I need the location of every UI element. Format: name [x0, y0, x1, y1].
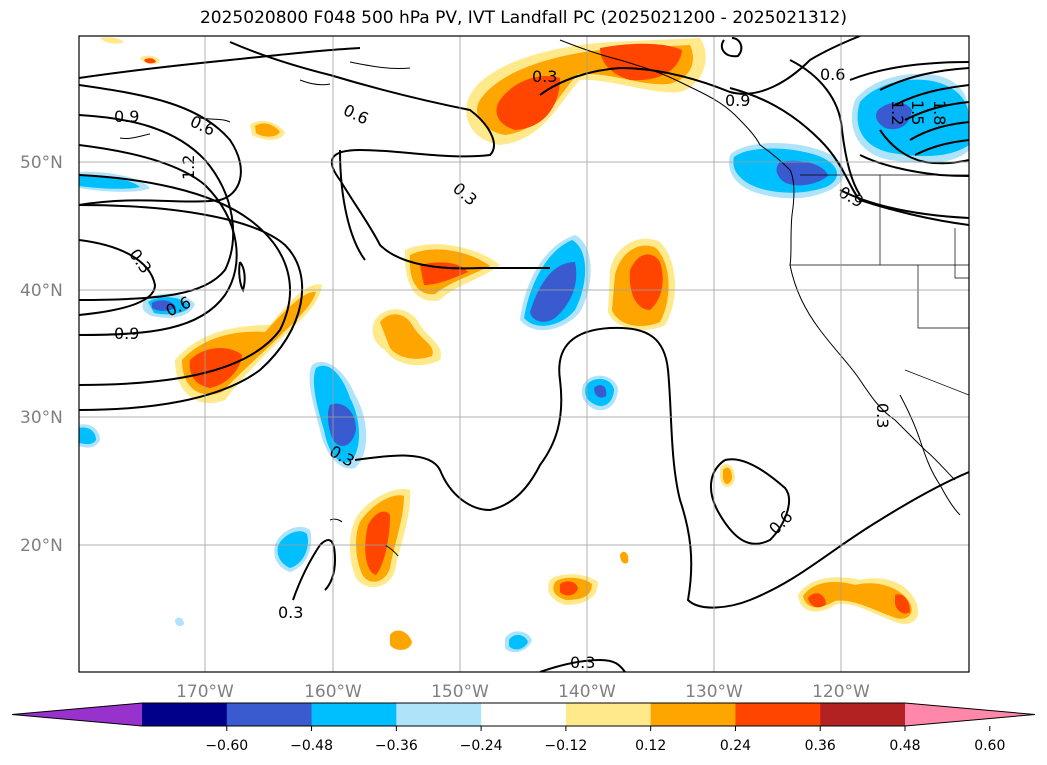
contour-label: 0.3: [532, 67, 557, 86]
lat-label-20n: 20°N: [20, 536, 63, 556]
colorbar-segment: [226, 703, 313, 726]
map-frame: [78, 35, 970, 673]
political-boundaries: [790, 174, 969, 396]
colorbar-segment: [142, 703, 228, 726]
colorbar-extend-max: [905, 703, 1035, 726]
contour-label: 0.3: [570, 653, 595, 672]
lon-label-140w: 140°W: [558, 682, 616, 702]
contour-label: 1.5: [908, 100, 927, 125]
colorbar-tick-label: 0.36: [805, 738, 836, 754]
contour-label: 0.3: [278, 603, 303, 622]
lon-label-130w: 130°W: [685, 682, 743, 702]
colorbar-tick-label: −0.36: [375, 738, 418, 754]
colorbar-segment: [565, 703, 652, 726]
colorbar-segment: [396, 703, 482, 726]
contour-label: 0.9: [725, 91, 750, 110]
colorbar-segment: [481, 703, 567, 726]
lon-label-160w: 160°W: [304, 682, 362, 702]
map-title: 2025020800 F048 500 hPa PV, IVT Landfall…: [199, 8, 847, 28]
colorbar-tick-label: −0.12: [544, 738, 587, 754]
colorbar-segment: [820, 703, 906, 726]
colorbar-extend-min: [12, 703, 142, 726]
colorbar-tick-label: −0.24: [460, 738, 503, 754]
contour-label: 0.9: [114, 324, 139, 343]
contour-label: 1.2: [179, 155, 198, 180]
colorbar-tick-label: −0.60: [205, 738, 248, 754]
lat-label-30n: 30°N: [20, 408, 63, 428]
colorbar-tick-label: 0.48: [889, 738, 920, 754]
colorbar: −0.60 −0.48 −0.36 −0.24 −0.12 0.12 0.24 0.36 0.4…: [11, 702, 1036, 754]
shading-positive: [100, 37, 919, 650]
colorbar-segment: [650, 703, 736, 726]
lat-label-40n: 40°N: [20, 281, 63, 301]
lon-label-170w: 170°W: [176, 682, 234, 702]
contour-label: 0.9: [114, 107, 139, 126]
contour-label: 1.2: [888, 100, 907, 125]
contour-lines: [79, 36, 969, 672]
map-layers: 0.9 0.6 1.2 0.3 0.6 0.9 0.6 0.3 0.3 0.9 …: [79, 36, 969, 672]
colorbar-segment: [311, 703, 397, 726]
lat-label-50n: 50°N: [20, 153, 63, 173]
shading-negative: [79, 73, 969, 653]
contour-label: 0.3: [873, 403, 892, 428]
colorbar-outline: [11, 702, 1036, 727]
gridlines: [79, 36, 969, 672]
colorbar-tick-label: 0.60: [974, 738, 1005, 754]
colorbar-tick-label: 0.24: [720, 738, 751, 754]
colorbar-segment: [735, 703, 821, 726]
colorbar-tick-label: −0.48: [290, 738, 333, 754]
lon-label-150w: 150°W: [431, 682, 489, 702]
lon-label-120w: 120°W: [812, 682, 870, 702]
contour-label: 0.6: [820, 65, 845, 84]
colorbar-tick-label: 0.12: [635, 738, 666, 754]
contour-label: 1.8: [930, 100, 949, 125]
